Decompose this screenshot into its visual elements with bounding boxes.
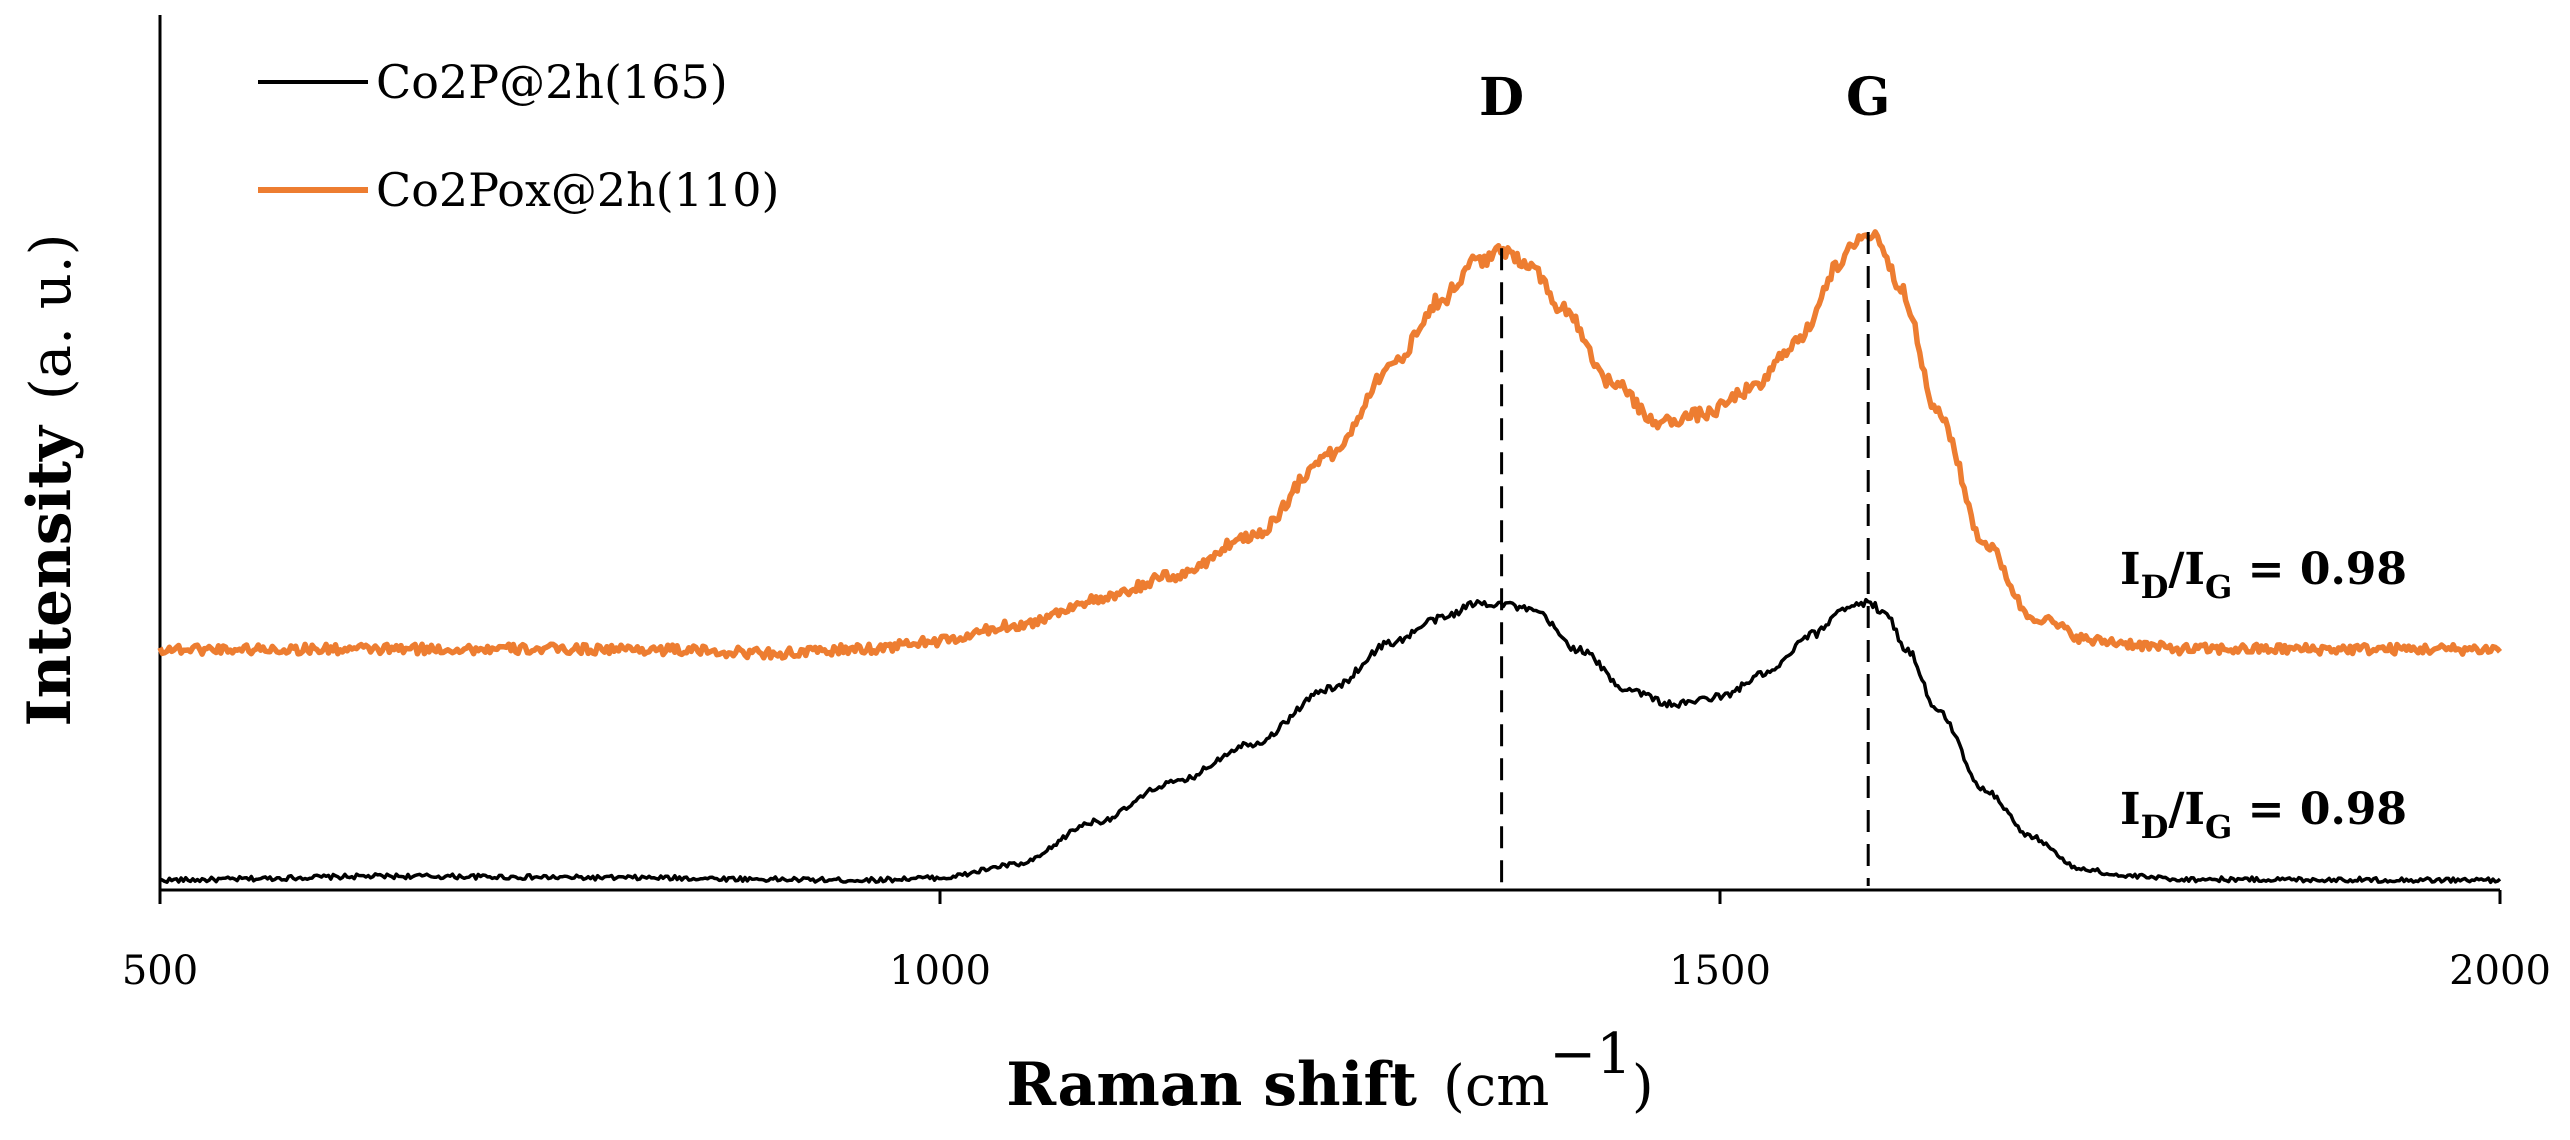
x-tick-label: 1500 (1669, 948, 1771, 994)
ratio-subscript: G (2205, 568, 2232, 606)
series-line-co2p (159, 597, 2502, 885)
peak-label-d: D (1479, 67, 1524, 128)
ratio-label-co2pox: ID/IG = 0.98 (2120, 544, 2407, 606)
legend-label-co2p: Co2P@2h(165) (376, 55, 728, 109)
y-axis-unit: (a. u.) (19, 234, 84, 401)
x-axis-title-text: Raman shift (1006, 1050, 1417, 1120)
ratio-label-co2p: ID/IG = 0.98 (2120, 784, 2407, 846)
x-tick-label: 1000 (889, 948, 991, 994)
ratio-text: = 0.98 (2232, 544, 2407, 595)
ratio-subscript: D (2141, 808, 2169, 846)
x-axis-unit-prefix: (cm (1443, 1054, 1549, 1119)
y-axis-title-text: Intensity (15, 424, 85, 726)
y-axis-title: Intensity (a. u.) (15, 234, 85, 727)
legend-label-co2pox: Co2Pox@2h(110) (376, 163, 779, 217)
ratio-subscript: G (2205, 808, 2232, 846)
x-axis-title: Raman shift (cm−1) (1006, 1022, 1653, 1121)
ratio-text: I (2120, 544, 2141, 595)
ratio-text: I (2120, 784, 2141, 835)
x-axis-unit-exponent: −1 (1549, 1022, 1632, 1087)
x-tick-label: 2000 (2449, 948, 2551, 994)
peak-label-g: G (1846, 67, 1890, 128)
ratio-text: = 0.98 (2232, 784, 2407, 835)
x-axis-unit-suffix: ) (1632, 1054, 1654, 1119)
ratio-text: /I (2168, 544, 2205, 595)
ratio-text: /I (2168, 784, 2205, 835)
series-line-co2pox (157, 229, 2503, 661)
ratio-subscript: D (2141, 568, 2169, 606)
x-tick-label: 500 (122, 948, 198, 994)
